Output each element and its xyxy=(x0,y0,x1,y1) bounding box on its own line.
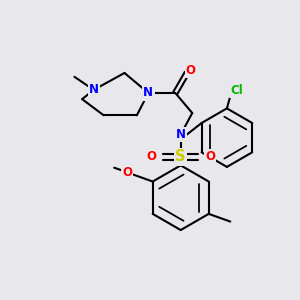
Text: N: N xyxy=(176,128,186,141)
Text: O: O xyxy=(146,150,156,164)
Text: S: S xyxy=(176,149,186,164)
Text: N: N xyxy=(143,86,153,100)
Text: N: N xyxy=(89,83,99,96)
Text: O: O xyxy=(122,166,132,179)
Text: O: O xyxy=(205,150,215,164)
Text: O: O xyxy=(186,64,196,77)
Text: Cl: Cl xyxy=(230,84,243,97)
